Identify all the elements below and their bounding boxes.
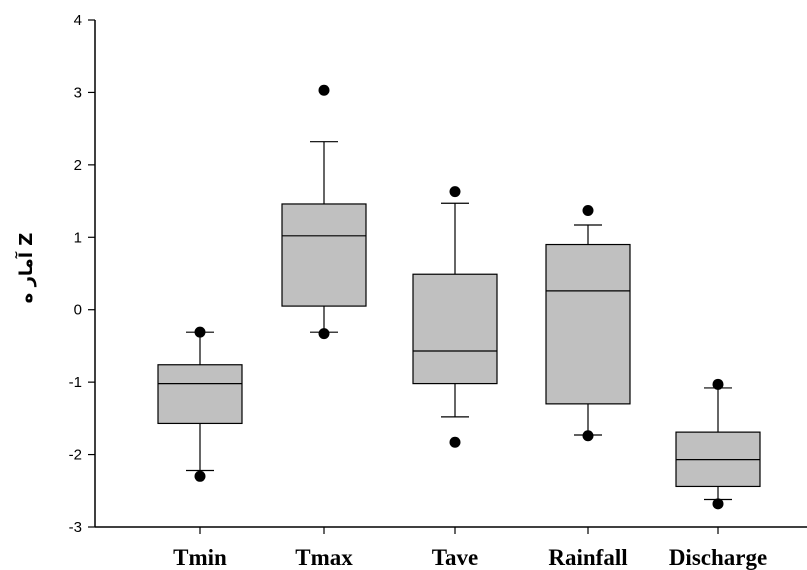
boxes-layer (158, 85, 760, 510)
box-body (282, 204, 366, 306)
outlier-point (319, 328, 330, 339)
outlier-point (583, 205, 594, 216)
y-tick-label: 0 (74, 302, 82, 319)
box-discharge (676, 379, 760, 510)
outlier-point (583, 430, 594, 441)
y-tick-label: -3 (69, 519, 82, 536)
outlier-point (195, 327, 206, 338)
x-tick-label: Discharge (669, 545, 767, 570)
y-tick-label: 4 (74, 12, 82, 29)
outlier-point (713, 498, 724, 509)
box-body (158, 365, 242, 424)
y-axis: -3 -2 -1 0 1 2 3 4 (69, 12, 95, 536)
x-axis: Tmin Tmax Tave Rainfall Discharge (173, 527, 767, 570)
y-tick-label: -1 (69, 374, 82, 391)
box-body (546, 245, 630, 404)
box-rainfall (546, 205, 630, 441)
y-tick-label: -2 (69, 447, 82, 464)
x-tick-label: Tmax (295, 545, 353, 570)
box-tmax (282, 85, 366, 339)
box-body (413, 274, 497, 383)
box-tmin (158, 327, 242, 482)
outlier-point (319, 85, 330, 96)
outlier-point (450, 186, 461, 197)
outlier-point (713, 379, 724, 390)
outlier-point (195, 471, 206, 482)
x-tick-label: Tave (432, 545, 478, 570)
x-tick-label: Tmin (173, 545, 227, 570)
x-tick-label: Rainfall (548, 545, 627, 570)
y-tick-label: 1 (74, 229, 82, 246)
outlier-point (450, 437, 461, 448)
y-tick-label: 2 (74, 157, 82, 174)
y-axis-title: Z آمار ه (14, 233, 37, 304)
y-tick-label: 3 (74, 84, 82, 101)
box-tave (413, 186, 497, 448)
